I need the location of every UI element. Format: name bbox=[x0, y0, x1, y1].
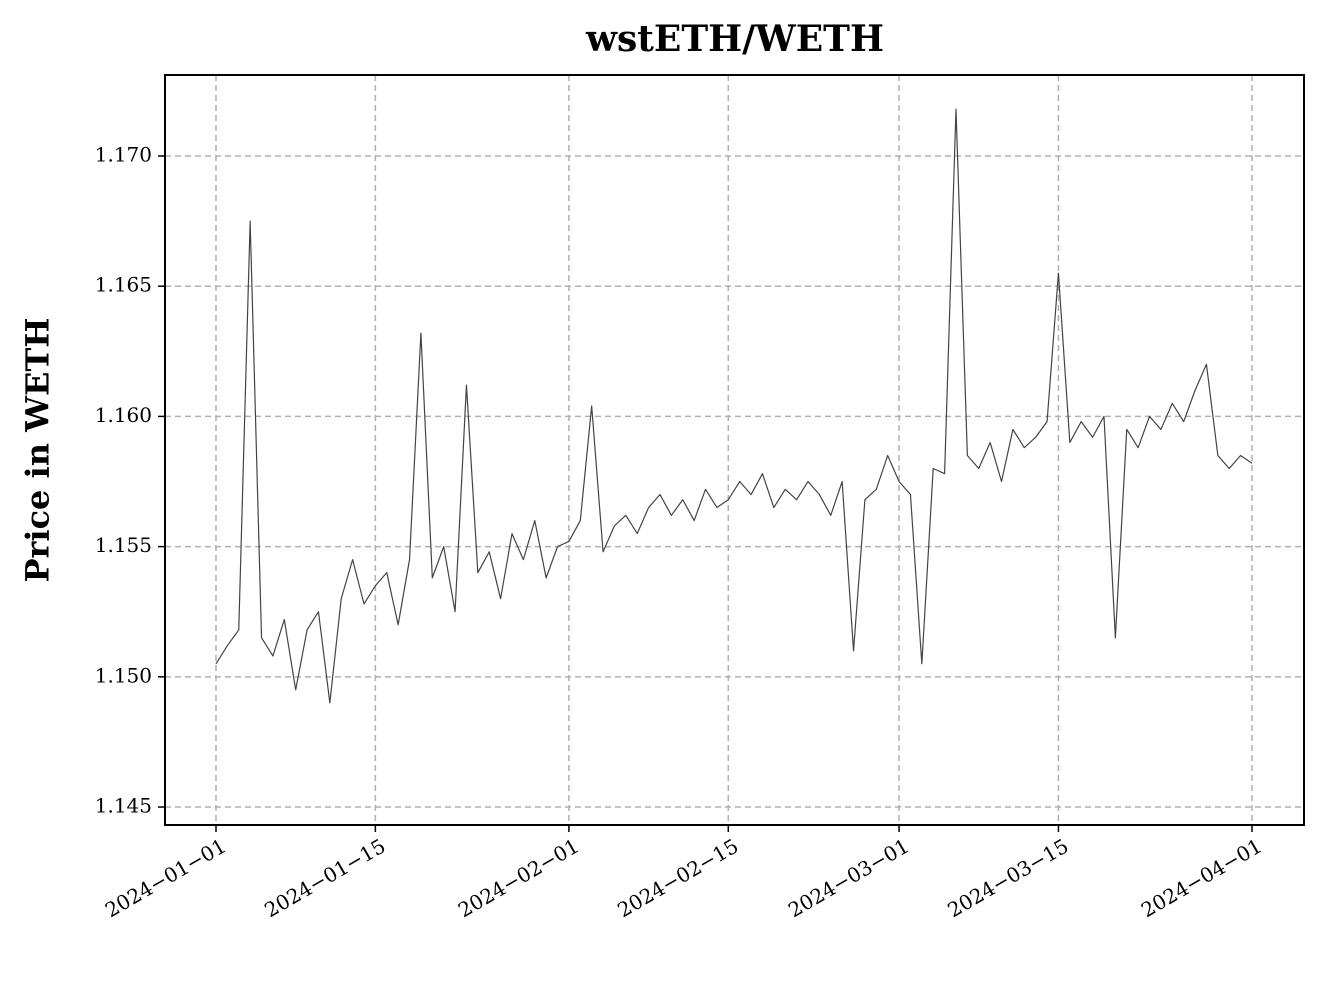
chart-title: wstETH/WETH bbox=[585, 18, 884, 60]
price-line bbox=[215, 108, 1253, 704]
y-tick-label: 1.165 bbox=[95, 273, 152, 297]
y-axis-label: Price in WETH bbox=[19, 318, 57, 583]
y-tick-label: 1.155 bbox=[95, 533, 152, 557]
y-tick-label: 1.145 bbox=[95, 794, 152, 818]
grid bbox=[165, 75, 1304, 825]
y-tick-label: 1.170 bbox=[95, 142, 152, 166]
plot bbox=[215, 108, 1253, 704]
y-tick-label: 1.150 bbox=[95, 663, 152, 687]
y-tick-label: 1.160 bbox=[95, 403, 152, 427]
plot-frame bbox=[164, 74, 1305, 826]
